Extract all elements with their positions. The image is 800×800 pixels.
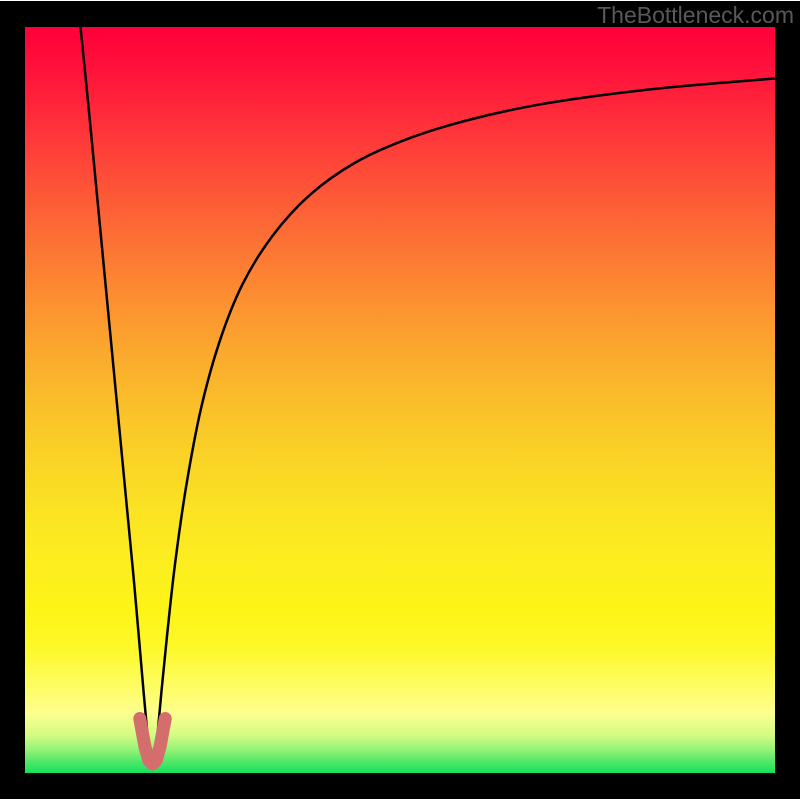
bottleneck-chart: TheBottleneck.com [0, 0, 800, 800]
watermark-text: TheBottleneck.com [597, 2, 794, 29]
gradient-background [25, 27, 775, 773]
chart-svg [0, 0, 800, 800]
